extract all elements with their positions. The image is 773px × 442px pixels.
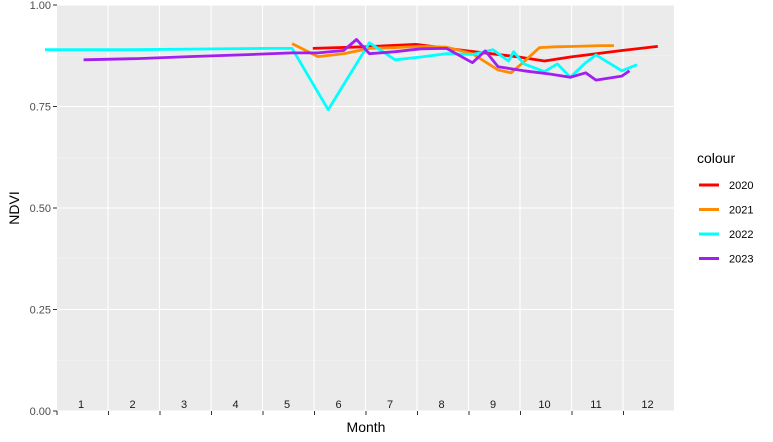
month-label: 9 [490,399,496,411]
legend-label-2021: 2021 [729,205,753,217]
y-axis: 0.00 0.25 0.50 0.75 1.00 [30,0,57,418]
month-label: 10 [538,399,550,411]
legend: colour 2020 2021 2022 2023 [697,150,753,266]
month-label: 3 [181,399,187,411]
series-line-2021 [291,42,614,75]
series-lines [45,38,658,112]
y-axis-title: NDVI [6,191,22,224]
y-tick-label: 0.50 [30,203,51,215]
month-label: 7 [387,399,393,411]
month-label: 6 [335,399,341,411]
legend-label-2022: 2022 [729,229,753,241]
month-label: 4 [232,399,238,411]
month-label: 5 [284,399,290,411]
month-label: 2 [129,399,135,411]
y-tick-label: 0.25 [30,305,51,317]
month-label: 11 [590,399,601,411]
major-gridlines [57,4,676,412]
month-label: 12 [641,399,653,411]
series-line-2023 [83,38,631,82]
series-line-2022 [45,41,638,112]
y-tick-label: 1.00 [30,0,51,12]
month-label: 1 [78,399,84,411]
month-labels: 1 2 3 4 5 6 7 8 9 10 11 12 [78,399,654,411]
x-axis [56,411,624,415]
legend-title: colour [697,150,735,166]
legend-label-2020: 2020 [729,180,753,192]
x-axis-title: Month [347,419,386,435]
month-label: 8 [438,399,444,411]
legend-label-2023: 2023 [729,254,753,266]
y-tick-label: 0.75 [30,102,51,114]
y-tick-label: 0.00 [30,406,51,418]
